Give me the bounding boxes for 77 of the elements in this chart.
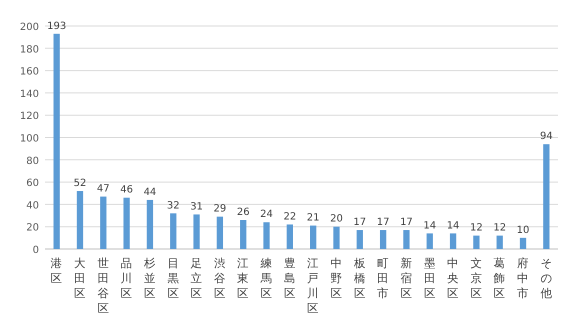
x-tick-label: 豊島区 bbox=[284, 256, 296, 300]
data-label: 14 bbox=[423, 220, 436, 232]
x-tick-label: 中央区 bbox=[447, 256, 460, 300]
x-tick-label: 目黒区 bbox=[167, 256, 180, 300]
bar bbox=[356, 230, 363, 249]
data-label: 21 bbox=[306, 212, 320, 224]
bar bbox=[54, 34, 60, 249]
data-label: 17 bbox=[400, 217, 413, 228]
data-label: 10 bbox=[516, 224, 530, 236]
bar bbox=[426, 233, 433, 249]
data-label: 31 bbox=[190, 201, 203, 212]
x-tick-label: 港区 bbox=[50, 256, 63, 285]
bar bbox=[146, 200, 154, 249]
bar bbox=[473, 236, 480, 249]
x-tick-label: 墨田区 bbox=[424, 256, 436, 300]
bar bbox=[333, 226, 340, 249]
data-label: 94 bbox=[540, 131, 553, 142]
data-label: 14 bbox=[446, 220, 460, 232]
y-tick-label: 140 bbox=[20, 88, 39, 100]
x-tick-label: 大田区 bbox=[74, 256, 86, 300]
x-tick-label: 府中市 bbox=[517, 256, 530, 300]
data-label: 17 bbox=[353, 217, 366, 228]
x-tick-label: 板橋区 bbox=[352, 256, 366, 300]
y-tick-label: 160 bbox=[20, 66, 39, 78]
x-tick-label: 品川区 bbox=[120, 256, 133, 300]
bar bbox=[170, 213, 176, 249]
y-tick-label: 180 bbox=[20, 44, 39, 56]
y-tick-label: 20 bbox=[26, 222, 39, 234]
data-label: 47 bbox=[96, 184, 110, 195]
data-label: 26 bbox=[236, 207, 250, 218]
data-label: 32 bbox=[166, 200, 180, 212]
bar bbox=[403, 230, 410, 249]
bar bbox=[193, 214, 200, 249]
x-tick-label: 世田谷区 bbox=[97, 256, 110, 315]
data-label: 46 bbox=[120, 184, 133, 196]
x-tick-label: 中野区 bbox=[330, 256, 342, 300]
bar bbox=[380, 230, 386, 249]
x-tick-label: 足立区 bbox=[190, 256, 203, 300]
y-tick-label: 40 bbox=[26, 200, 39, 212]
x-tick-label: 渋谷区 bbox=[214, 256, 226, 300]
y-tick-label: 120 bbox=[20, 111, 39, 122]
bar bbox=[450, 233, 456, 249]
data-label: 24 bbox=[260, 209, 273, 220]
data-label: 193 bbox=[47, 20, 66, 32]
data-label: 29 bbox=[214, 204, 226, 215]
bar bbox=[496, 236, 503, 249]
data-label: 12 bbox=[470, 222, 483, 234]
data-label: 52 bbox=[74, 178, 86, 190]
x-tick-label: 葛飾区 bbox=[494, 256, 506, 300]
data-label: 20 bbox=[330, 214, 343, 225]
bar bbox=[263, 222, 270, 249]
x-tick-label: 杉並区 bbox=[142, 256, 156, 300]
bar bbox=[286, 224, 293, 249]
y-tick-label: 200 bbox=[20, 22, 39, 33]
x-tick-label: 町田市 bbox=[377, 256, 390, 300]
y-tick-label: 100 bbox=[20, 134, 39, 144]
data-label: 22 bbox=[283, 211, 296, 222]
bar bbox=[216, 216, 224, 249]
x-tick-label: 練馬区 bbox=[260, 256, 273, 300]
bar bbox=[76, 191, 84, 249]
y-tick-label: 0 bbox=[32, 245, 39, 256]
x-tick-label: その他 bbox=[540, 256, 552, 300]
data-label: 17 bbox=[376, 217, 390, 228]
bar bbox=[123, 198, 130, 249]
bar bbox=[310, 226, 316, 249]
bar bbox=[240, 220, 246, 249]
x-tick-label: 江戸川区 bbox=[307, 256, 320, 315]
y-tick-label: 80 bbox=[26, 156, 39, 167]
x-tick-label: 新宿区 bbox=[400, 256, 412, 300]
data-label: 44 bbox=[144, 186, 156, 198]
bar bbox=[520, 238, 526, 249]
x-tick-label: 江東区 bbox=[237, 256, 250, 300]
data-label: 12 bbox=[493, 222, 506, 234]
y-tick-label: 60 bbox=[26, 178, 39, 190]
bar bbox=[100, 196, 106, 249]
x-tick-label: 文京区 bbox=[470, 256, 482, 300]
bar bbox=[543, 144, 550, 249]
